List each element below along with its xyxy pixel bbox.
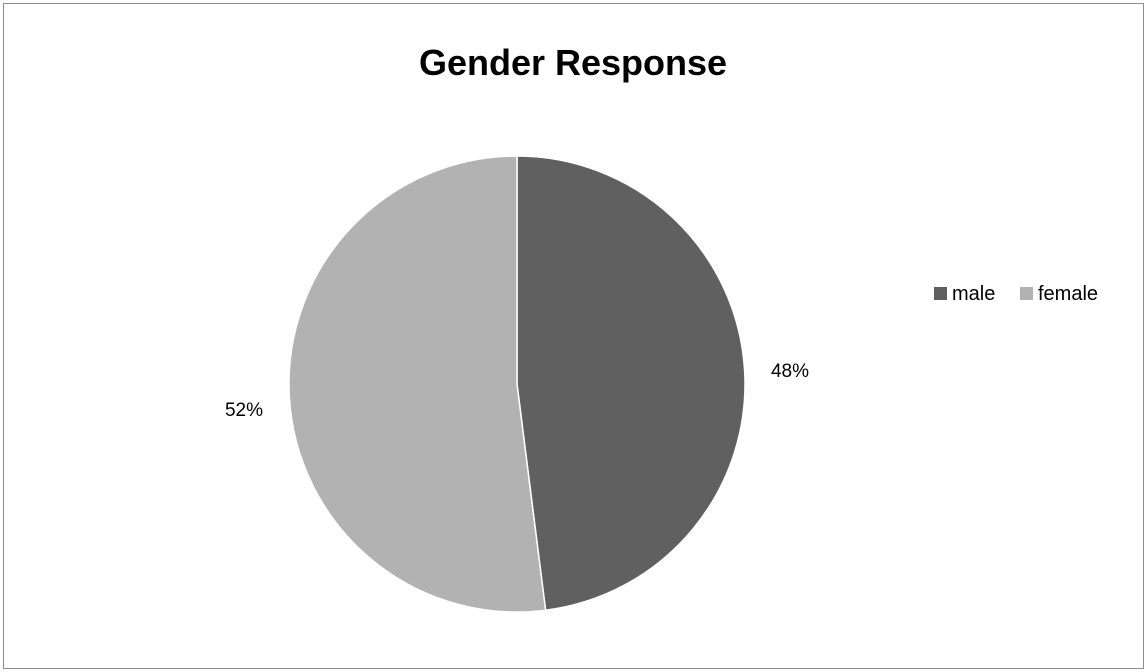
- chart-area: Gender Response 48% 52% male female: [3, 3, 1144, 669]
- legend-swatch-male: [934, 287, 947, 300]
- legend: male female: [934, 283, 1098, 305]
- data-label-male: 48%: [771, 361, 809, 382]
- data-labels: 48% 52%: [225, 361, 809, 421]
- legend-label-male: male: [952, 283, 995, 305]
- legend-swatch-female: [1020, 287, 1033, 300]
- pie-slice-female: [288, 155, 547, 613]
- pie-slices: [288, 155, 746, 613]
- chart-title: Gender Response: [419, 42, 727, 83]
- pie-slice-male: [516, 155, 746, 612]
- legend-label-female: female: [1038, 283, 1098, 305]
- pie-chart: Gender Response 48% 52% male female: [225, 42, 1098, 613]
- data-label-female: 52%: [225, 400, 263, 421]
